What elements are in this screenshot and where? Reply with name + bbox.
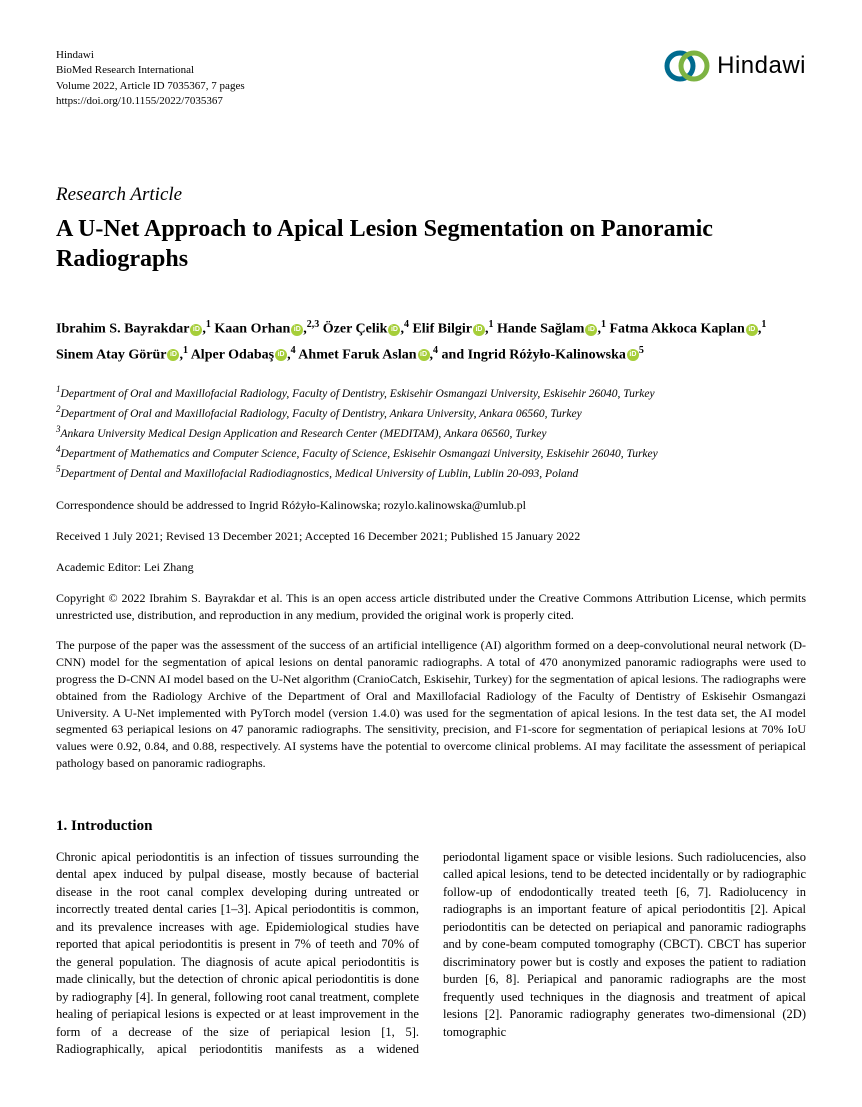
article-title: A U-Net Approach to Apical Lesion Segmen… bbox=[56, 214, 806, 274]
orcid-icon[interactable] bbox=[275, 349, 287, 361]
author-affiliation-ref: 1 bbox=[183, 345, 188, 356]
orcid-icon[interactable] bbox=[627, 349, 639, 361]
section-1-title: 1. Introduction bbox=[56, 816, 806, 837]
affiliation: 2Department of Oral and Maxillofacial Ra… bbox=[56, 403, 806, 423]
affiliation: 5Department of Dental and Maxillofacial … bbox=[56, 463, 806, 483]
orcid-icon[interactable] bbox=[388, 324, 400, 336]
affiliation: 1Department of Oral and Maxillofacial Ra… bbox=[56, 383, 806, 403]
copyright-notice: Copyright © 2022 Ibrahim S. Bayrakdar et… bbox=[56, 590, 806, 624]
intro-paragraph: Chronic apical periodontitis is an infec… bbox=[56, 849, 806, 1059]
author-name: Ibrahim S. Bayrakdar bbox=[56, 322, 189, 337]
author-name: Kaan Orhan bbox=[214, 322, 290, 337]
hindawi-rings-icon bbox=[663, 48, 711, 84]
publisher-name: Hindawi bbox=[56, 48, 245, 63]
author-name: Özer Çelik bbox=[323, 322, 388, 337]
article-type: Research Article bbox=[56, 182, 806, 209]
author-affiliation-ref: 2,3 bbox=[307, 319, 320, 330]
hindawi-logo-text: Hindawi bbox=[717, 49, 806, 83]
author-affiliation-ref: 1 bbox=[488, 319, 493, 330]
correspondence: Correspondence should be addressed to In… bbox=[56, 497, 806, 514]
doi-link[interactable]: https://doi.org/10.1155/2022/7035367 bbox=[56, 94, 245, 109]
hindawi-logo: Hindawi bbox=[663, 48, 806, 84]
orcid-icon[interactable] bbox=[418, 349, 430, 361]
journal-info: Hindawi BioMed Research International Vo… bbox=[56, 48, 245, 110]
abstract: The purpose of the paper was the assessm… bbox=[56, 637, 806, 771]
orcid-icon[interactable] bbox=[746, 324, 758, 336]
volume-line: Volume 2022, Article ID 7035367, 7 pages bbox=[56, 79, 245, 94]
author-name: Ingrid Różyło-Kalinowska bbox=[468, 347, 626, 362]
orcid-icon[interactable] bbox=[190, 324, 202, 336]
page-header: Hindawi BioMed Research International Vo… bbox=[56, 48, 806, 110]
author-affiliation-ref: 1 bbox=[761, 319, 766, 330]
author-affiliation-ref: 4 bbox=[291, 345, 296, 356]
author-affiliation-ref: 4 bbox=[404, 319, 409, 330]
author-affiliation-ref: 1 bbox=[206, 319, 211, 330]
orcid-icon[interactable] bbox=[473, 324, 485, 336]
affiliation: 4Department of Mathematics and Computer … bbox=[56, 443, 806, 463]
publication-dates: Received 1 July 2021; Revised 13 Decembe… bbox=[56, 528, 806, 545]
author-name: Hande Sağlam bbox=[497, 322, 585, 337]
affiliation: 3Ankara University Medical Design Applic… bbox=[56, 423, 806, 443]
journal-name: BioMed Research International bbox=[56, 63, 245, 78]
author-name: Alper Odabaş bbox=[191, 347, 274, 362]
author-affiliation-ref: 4 bbox=[433, 345, 438, 356]
orcid-icon[interactable] bbox=[585, 324, 597, 336]
author-name: Elif Bilgir bbox=[412, 322, 472, 337]
author-affiliation-ref: 5 bbox=[639, 345, 644, 356]
orcid-icon[interactable] bbox=[291, 324, 303, 336]
author-affiliation-ref: 1 bbox=[601, 319, 606, 330]
author-name: Fatma Akkoca Kaplan bbox=[609, 322, 744, 337]
author-list: Ibrahim S. Bayrakdar,1 Kaan Orhan,2,3 Öz… bbox=[56, 316, 806, 367]
author-name: Ahmet Faruk Aslan bbox=[298, 347, 416, 362]
affiliation-list: 1Department of Oral and Maxillofacial Ra… bbox=[56, 383, 806, 483]
section-1-body: Chronic apical periodontitis is an infec… bbox=[56, 849, 806, 1059]
author-name: Sinem Atay Görür bbox=[56, 347, 166, 362]
orcid-icon[interactable] bbox=[167, 349, 179, 361]
academic-editor: Academic Editor: Lei Zhang bbox=[56, 559, 806, 576]
